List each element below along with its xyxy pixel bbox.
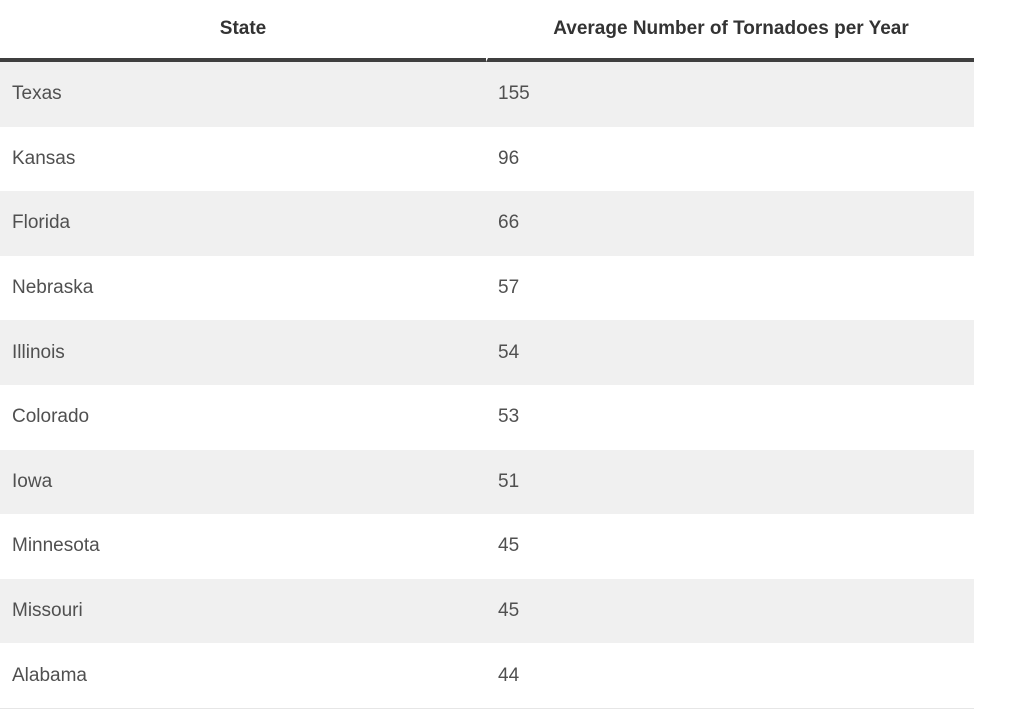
table-row: Iowa 51 xyxy=(0,449,974,515)
tornado-table: State Average Number of Tornadoes per Ye… xyxy=(0,0,974,709)
table-row: Nebraska 57 xyxy=(0,255,974,321)
value-cell: 54 xyxy=(486,320,974,385)
table-row: Colorado 53 xyxy=(0,384,974,450)
state-cell: Florida xyxy=(0,191,486,256)
table-row: Illinois 54 xyxy=(0,320,974,385)
table-row: Florida 66 xyxy=(0,191,974,256)
value-cell: 44 xyxy=(486,643,974,709)
header-row: State Average Number of Tornadoes per Ye… xyxy=(0,0,974,62)
value-cell: 51 xyxy=(486,449,974,515)
value-cell: 53 xyxy=(486,384,974,450)
table-row: Missouri 45 xyxy=(0,578,974,644)
value-cell: 57 xyxy=(486,255,974,321)
state-cell: Illinois xyxy=(0,320,486,385)
state-cell: Iowa xyxy=(0,449,486,515)
state-cell: Kansas xyxy=(0,126,486,192)
state-cell: Texas xyxy=(0,62,486,127)
table-body: Texas 155 Kansas 96 Florida 66 Nebraska 57 Illin… xyxy=(0,62,974,709)
state-cell: Nebraska xyxy=(0,255,486,321)
value-cell: 45 xyxy=(486,514,974,579)
table-row: Texas 155 xyxy=(0,62,974,127)
value-cell: 155 xyxy=(486,62,974,127)
column-header-state: State xyxy=(0,0,486,62)
table-header: State Average Number of Tornadoes per Ye… xyxy=(0,0,974,62)
column-header-average-tornadoes: Average Number of Tornadoes per Year xyxy=(486,0,974,62)
table-row: Minnesota 45 xyxy=(0,514,974,579)
table-row: Alabama 44 xyxy=(0,643,974,709)
state-cell: Minnesota xyxy=(0,514,486,579)
state-cell: Missouri xyxy=(0,578,486,644)
value-cell: 96 xyxy=(486,126,974,192)
state-cell: Alabama xyxy=(0,643,486,709)
state-cell: Colorado xyxy=(0,384,486,450)
table-row: Kansas 96 xyxy=(0,126,974,192)
value-cell: 45 xyxy=(486,578,974,644)
value-cell: 66 xyxy=(486,191,974,256)
